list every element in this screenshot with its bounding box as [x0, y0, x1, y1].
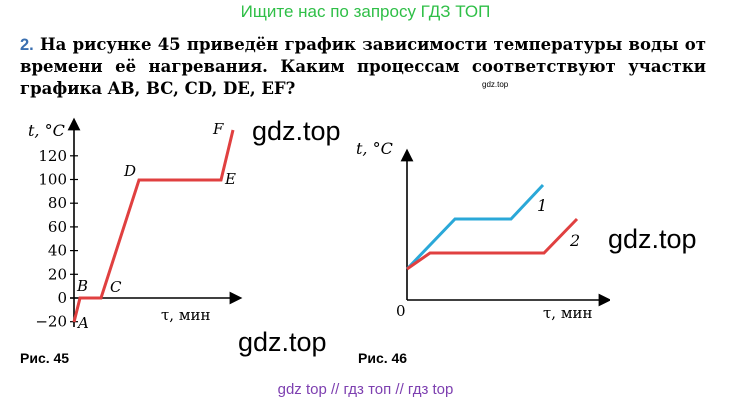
- point-label-E: E: [224, 170, 236, 188]
- footer-watermark: gdz top // гдз топ // гдз top: [277, 381, 454, 398]
- point-label-F: F: [212, 120, 224, 138]
- y-axis-label: t, °C: [28, 121, 65, 140]
- x-axis-label: τ, мин: [543, 304, 593, 322]
- task-text-block: 2. На рисунке 45 приведён график зависим…: [20, 34, 706, 100]
- task-question: На рисунке 45 приведён график зависимост…: [20, 35, 706, 98]
- curve-1: [405, 183, 545, 271]
- y-tick-label: 40: [48, 242, 67, 260]
- point-label-A: A: [76, 314, 89, 332]
- heating-curve: [72, 129, 235, 323]
- figure-46-caption: Рис. 46: [358, 350, 408, 366]
- watermark-1: gdz.top: [252, 116, 341, 146]
- point-label-D: D: [123, 162, 136, 180]
- y-tick-label: 60: [48, 218, 67, 236]
- figure-46-chart: t, °C τ, мин 0 1 2: [356, 139, 610, 322]
- curve-1-label: 1: [537, 196, 547, 215]
- small-watermark: gdz.top: [482, 80, 509, 89]
- site-banner: Ищите нас по запросу ГДЗ ТОП: [240, 2, 491, 21]
- watermark-3: gdz.top: [238, 327, 327, 357]
- x-axis-label: τ, мин: [161, 306, 211, 324]
- curve-2-label: 2: [569, 231, 580, 250]
- task-number: 2.: [20, 36, 34, 54]
- y-tick-label: 80: [48, 194, 67, 212]
- figure-45-caption: Рис. 45: [20, 350, 70, 366]
- y-tick-label: 100: [38, 171, 67, 189]
- watermark-2: gdz.top: [608, 224, 697, 254]
- point-label-B: B: [76, 277, 88, 295]
- point-label-C: C: [110, 278, 122, 296]
- y-tick-label: 120: [38, 147, 67, 165]
- y-tick-label: −20: [35, 313, 67, 331]
- y-tick-label: 0: [57, 289, 67, 307]
- figure-45-chart: 120 100 80 60 40 20 0 −20 t, °C τ, мин A B C D E F: [28, 117, 243, 332]
- y-axis-label: t, °C: [356, 139, 393, 158]
- origin-label: 0: [396, 302, 406, 320]
- y-tick-label: 20: [48, 265, 67, 283]
- curve-2: [406, 217, 579, 271]
